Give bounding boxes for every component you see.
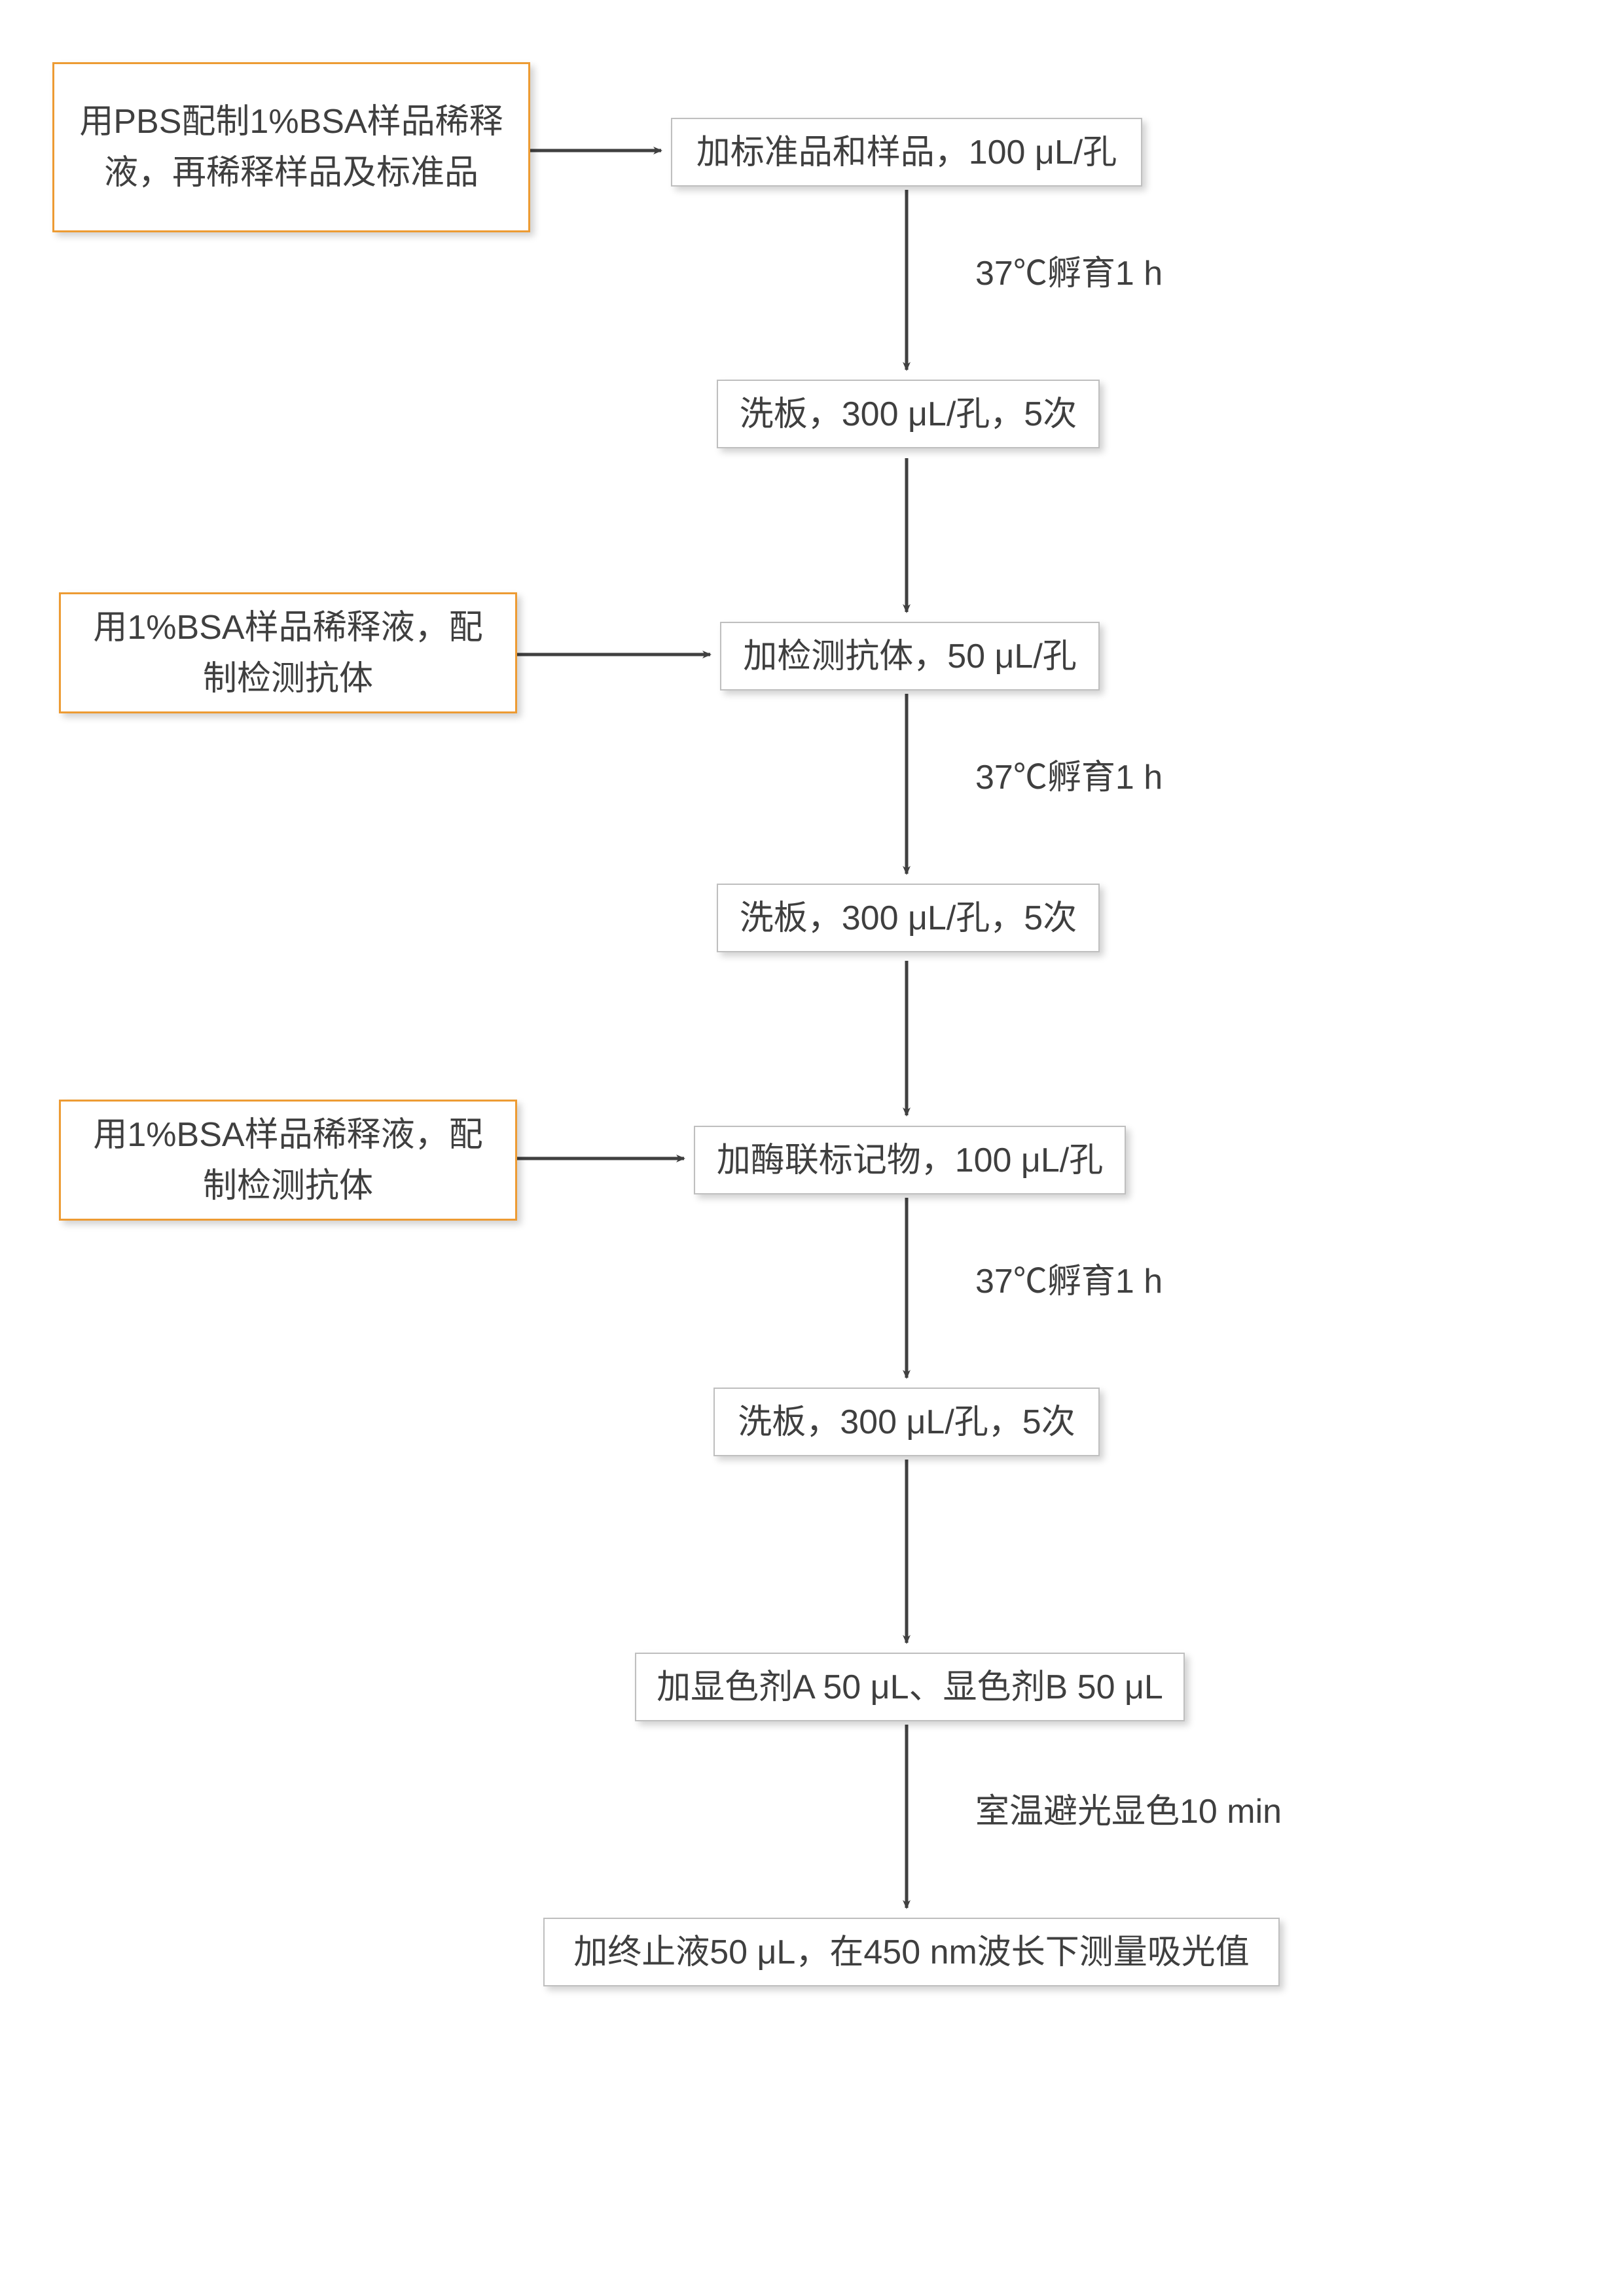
step-wash-1: 洗板，300 μL/孔，5次 <box>717 380 1100 448</box>
edge-label-incubate-1: 37℃孵育1 h <box>975 245 1163 295</box>
side-note-prepare-diluent: 用PBS配制1%BSA样品稀释液，再稀释样品及标准品 <box>52 62 530 232</box>
step-add-enzyme-conjugate: 加酶联标记物，100 μL/孔 <box>694 1126 1126 1194</box>
side-note-prepare-antibody-1: 用1%BSA样品稀释液，配制检测抗体 <box>59 592 517 713</box>
edge-label-develop: 室温避光显色10 min <box>975 1784 1282 1833</box>
edge-label-incubate-2: 37℃孵育1 h <box>975 749 1163 798</box>
flowchart-canvas: 用PBS配制1%BSA样品稀释液，再稀释样品及标准品 用1%BSA样品稀释液，配… <box>0 0 1624 2296</box>
step-add-standard-sample: 加标准品和样品，100 μL/孔 <box>671 118 1142 187</box>
step-add-detection-antibody: 加检测抗体，50 μL/孔 <box>720 622 1100 691</box>
step-add-chromogen: 加显色剂A 50 μL、显色剂B 50 μL <box>635 1653 1185 1721</box>
step-wash-3: 洗板，300 μL/孔，5次 <box>713 1388 1100 1456</box>
step-stop-and-measure: 加终止液50 μL，在450 nm波长下测量吸光值 <box>543 1918 1280 1986</box>
edge-label-incubate-3: 37℃孵育1 h <box>975 1253 1163 1302</box>
side-note-prepare-antibody-2: 用1%BSA样品稀释液，配制检测抗体 <box>59 1100 517 1221</box>
step-wash-2: 洗板，300 μL/孔，5次 <box>717 884 1100 952</box>
